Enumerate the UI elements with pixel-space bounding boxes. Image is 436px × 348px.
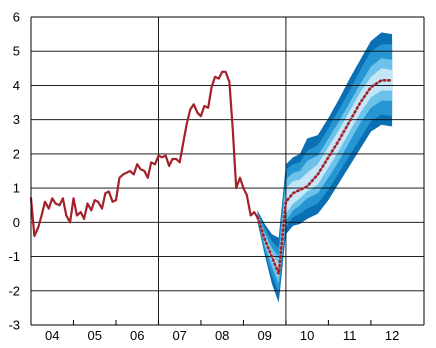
x-tick-label: 07 [172, 328, 186, 343]
x-tick-labels: 04 05 06 07 08 09 10 11 12 [45, 328, 399, 343]
projection-line [256, 79, 394, 276]
y-tick-labels: -3 -2 -1 0 1 2 3 4 5 6 [8, 10, 20, 333]
x-tick-label: 05 [87, 328, 101, 343]
projection-series [256, 79, 394, 276]
x-tick-label: 09 [257, 328, 271, 343]
y-tick-label: 6 [13, 10, 20, 25]
x-tick-label: 04 [45, 328, 59, 343]
y-tick-label: 0 [13, 215, 20, 230]
y-tick-label: -1 [8, 249, 20, 264]
y-tick-label: -2 [8, 283, 20, 298]
x-tick-label: 06 [130, 328, 144, 343]
history-series [29, 70, 259, 238]
vertical-separators [158, 17, 287, 325]
y-tick-label: 1 [13, 181, 20, 196]
y-tick-label: 4 [13, 78, 20, 93]
x-tick-label: 08 [215, 328, 229, 343]
y-tick-label: 5 [13, 44, 20, 59]
y-tick-label: 2 [13, 146, 20, 161]
axes [30, 17, 425, 326]
y-tick-label: 3 [13, 112, 20, 127]
x-tick-label: 10 [300, 328, 314, 343]
history-line [29, 70, 259, 238]
fan-band-4 [257, 68, 393, 278]
gridlines [31, 16, 424, 292]
y-tick-label: -3 [8, 318, 20, 333]
fan-bands [257, 32, 393, 303]
x-tick-label: 11 [343, 328, 357, 343]
x-tick-label: 12 [385, 328, 399, 343]
